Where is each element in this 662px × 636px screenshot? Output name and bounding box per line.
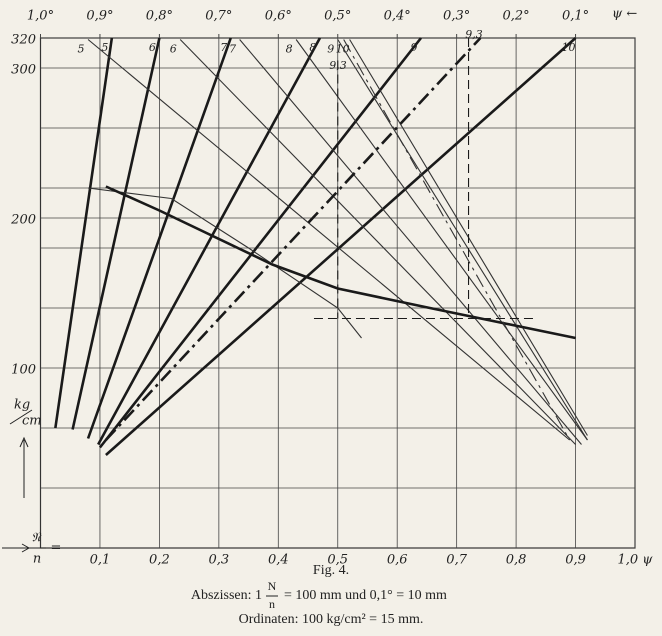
line-label: 9 [410, 41, 417, 54]
series-line [179, 39, 576, 445]
caption-abscissa: Abszissen: 1 [191, 588, 262, 603]
series-line [97, 37, 322, 446]
x-tick-label: 0,8 [506, 553, 527, 568]
series-line [239, 39, 582, 445]
caption-ordinate: Ordinaten: 100 kg/cm² = 15 mm. [239, 612, 424, 627]
x2-tick-label: 0,6° [265, 9, 292, 24]
line-label: 5 [78, 43, 85, 56]
x-tick-label: 0,6 [387, 553, 408, 568]
y-tick-label: 320 [11, 33, 36, 48]
y-label-bar [9, 409, 33, 425]
x2-tick-label: 0,9° [86, 9, 113, 24]
y-arrowhead [19, 436, 29, 448]
x2-tick-label: 0,4° [384, 9, 411, 24]
x-label-den: n [33, 552, 41, 567]
y-label-den: cm [22, 414, 42, 429]
x2-tick-label: 0,5° [324, 9, 351, 24]
series-line [337, 39, 588, 441]
series-line [104, 37, 482, 441]
caption-abscissa-rest: = 100 mm und 0,1° = 10 mm [284, 588, 447, 603]
caption-frac-den: n [269, 597, 275, 611]
series-line [98, 37, 423, 449]
series-line [105, 185, 576, 340]
x-label-num: 𝔑 [31, 531, 42, 546]
x-tick-label: 1,0 ψ [617, 553, 653, 568]
x-tick-label: 0,9 [565, 553, 586, 568]
y-tick-label: 300 [11, 63, 36, 78]
x-tick-label: 0,4 [268, 553, 289, 568]
series-line [295, 39, 588, 441]
line-label: 10 [336, 43, 350, 56]
line-label: 6 [170, 43, 177, 56]
series-line [87, 39, 570, 441]
x2-tick-label: 0,7° [205, 9, 232, 24]
annotation: 9,3 [465, 28, 483, 41]
series-line [54, 37, 114, 429]
line-label: 8 [286, 43, 293, 56]
line-label: 8 [309, 41, 316, 54]
x-tick-label: 0,2 [149, 553, 170, 568]
x-tick-label: 0,5 [327, 553, 348, 568]
x-tick-label: 0,1 [90, 553, 111, 568]
caption-frac-num: N [268, 579, 277, 593]
line-label: 5 [101, 41, 108, 54]
x2-tick-label: 1,0° [27, 9, 54, 24]
line-label: 6 [149, 41, 156, 54]
x2-label: ψ ← [612, 7, 637, 22]
series-line [86, 37, 232, 439]
x-tick-label: 0,7 [446, 553, 467, 568]
caption-figure: Fig. 4. [313, 563, 349, 578]
x2-tick-label: 0,2° [503, 9, 530, 24]
y-tick-label: 200 [10, 213, 36, 228]
y-label-num: kg [14, 398, 30, 413]
x-label-eq: = [51, 541, 62, 556]
line-label: 10 [562, 41, 576, 54]
x2-tick-label: 0,1° [562, 9, 589, 24]
x2-tick-label: 0,3° [443, 9, 470, 24]
line-label: 9 [327, 43, 334, 56]
x-tick-label: 0,3 [209, 553, 230, 568]
x2-tick-label: 0,8° [146, 9, 173, 24]
series-line [343, 39, 571, 441]
line-label: 7 [229, 43, 236, 56]
series-line [105, 37, 577, 456]
annotation: 9,3 [329, 59, 347, 72]
y-tick-label: 100 [11, 363, 36, 378]
line-label: 7 [220, 41, 227, 54]
series-line [71, 37, 161, 430]
